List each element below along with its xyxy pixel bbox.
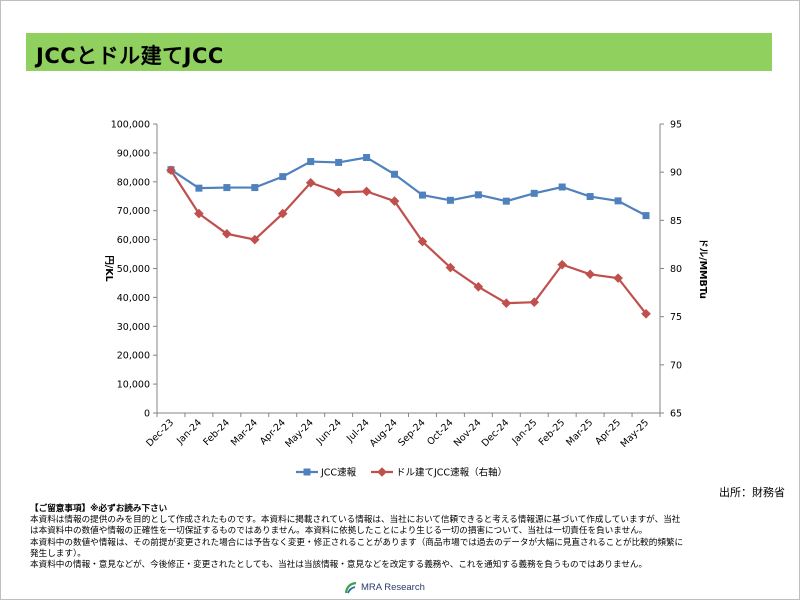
data-point-jcc	[474, 191, 482, 199]
x-tick-label: Nov-24	[452, 417, 484, 449]
data-point-usd-jcc	[417, 236, 428, 247]
data-point-usd-jcc	[222, 229, 232, 239]
data-point-usd-jcc	[529, 297, 540, 308]
y-tick-label-right: 75	[670, 312, 682, 323]
y-tick-label-left: 80,000	[117, 177, 150, 188]
data-point-usd-jcc	[277, 208, 288, 219]
x-tick-label: Sep-24	[396, 417, 427, 448]
disclaimer-line: は本資料中の数値や情報の正確性を一切保証するものではありません。本資料に依拠した…	[30, 526, 648, 537]
x-tick-label: Mar-25	[564, 417, 595, 448]
data-point-usd-jcc	[389, 196, 400, 206]
data-point-usd-jcc	[445, 262, 456, 273]
data-point-jcc	[223, 184, 231, 192]
data-point-usd-jcc	[501, 298, 512, 308]
x-tick-label: Feb-25	[537, 417, 568, 448]
y-tick-label-left: 40,000	[117, 293, 150, 304]
disclaimer-line: 本資料中の情報・意見などが、今後修正・変更されたとしても、当社は当該情報・意見な…	[30, 560, 648, 571]
x-tick-label: Dec-24	[480, 417, 512, 449]
data-point-jcc	[446, 196, 454, 204]
data-point-usd-jcc	[641, 308, 651, 319]
x-tick-label: Aug-24	[368, 417, 400, 449]
disclaimer-heading: 【ご留意事項】※必ずお読み下さい	[30, 504, 168, 514]
data-point-jcc	[307, 158, 315, 166]
data-point-jcc	[251, 184, 259, 192]
y-tick-label-left: 20,000	[117, 351, 150, 362]
disclaimer: 【ご留意事項】※必ずお読み下さい 本資料は情報の提供のみを目的として作成されたも…	[30, 504, 770, 571]
data-point-jcc	[391, 170, 399, 178]
x-tick-label: Jan-24	[174, 417, 204, 447]
company-logo: MRA Research	[343, 580, 425, 598]
data-point-jcc	[502, 197, 510, 205]
data-point-jcc	[195, 184, 203, 192]
y-tick-label-right: 70	[670, 360, 682, 371]
data-point-usd-jcc	[194, 208, 204, 219]
y-axis-title-right: ドル/MMBTu	[697, 238, 708, 299]
data-point-jcc	[335, 158, 343, 166]
legend-label: ドル建てJCC速報（右軸）	[396, 467, 507, 479]
data-point-usd-jcc	[361, 186, 372, 197]
y-tick-label-right: 85	[670, 216, 682, 227]
disclaimer-line: 本資料中の数値や情報は、その前提が変更された場合には予告なく変更・修正されること…	[30, 537, 684, 548]
data-point-jcc	[279, 173, 287, 181]
legend-label: JCC速報	[320, 468, 357, 479]
data-point-jcc	[642, 212, 650, 220]
series-line	[170, 169, 647, 315]
data-point-jcc	[586, 193, 594, 201]
data-point-jcc	[418, 191, 426, 199]
data-point-usd-jcc	[166, 165, 176, 176]
page-title: JCCとドル建てJCC	[36, 44, 224, 68]
y-tick-label-left: 90,000	[117, 148, 150, 159]
y-tick-label-right: 65	[670, 409, 682, 420]
title-bar: JCCとドル建てJCC	[26, 33, 772, 71]
data-point-jcc	[530, 189, 538, 197]
y-tick-label-right: 95	[670, 120, 682, 131]
series-line	[170, 156, 647, 217]
data-point-usd-jcc	[250, 234, 260, 245]
data-point-jcc	[363, 154, 371, 162]
x-tick-label: Dec-23	[144, 417, 176, 449]
y-axis-title-left: 円/KL	[103, 255, 114, 281]
y-tick-label-left: 70,000	[117, 206, 150, 217]
data-point-jcc	[614, 197, 622, 205]
x-tick-label: Mar-24	[229, 417, 260, 448]
y-tick-label-left: 50,000	[117, 264, 150, 275]
data-point-usd-jcc	[585, 269, 595, 280]
source-label: 出所：財務省	[719, 486, 785, 499]
data-point-jcc	[558, 183, 566, 191]
x-tick-label: May-25	[619, 417, 652, 450]
legend-marker	[303, 468, 311, 476]
data-point-usd-jcc	[333, 187, 344, 198]
x-tick-label: Oct-24	[425, 417, 455, 447]
disclaimer-line: 本資料は情報の提供のみを目的として作成されたものです。本資料に掲載されている情報…	[30, 515, 681, 526]
x-tick-label: Feb-24	[201, 417, 232, 448]
legend-marker	[377, 467, 387, 477]
logo-text: MRA Research	[361, 582, 425, 593]
x-tick-label: Jun-24	[314, 417, 344, 447]
y-tick-label-left: 30,000	[117, 322, 150, 333]
y-tick-label-left: 100,000	[111, 120, 150, 131]
x-tick-label: May-24	[283, 417, 316, 450]
data-point-usd-jcc	[473, 282, 484, 292]
y-tick-label-left: 60,000	[117, 235, 150, 246]
data-point-usd-jcc	[557, 259, 567, 270]
y-tick-label-right: 80	[670, 264, 682, 275]
y-tick-label-left: 0	[144, 409, 150, 420]
y-tick-label-left: 10,000	[117, 380, 150, 391]
data-point-usd-jcc	[305, 177, 316, 188]
disclaimer-line: 発生します）。	[30, 548, 86, 559]
data-point-usd-jcc	[613, 273, 623, 283]
x-tick-label: Jan-25	[510, 417, 540, 447]
chart: 0 10,000 20,000 30,000 40,000 50,000 60,000 70,…	[103, 120, 708, 479]
y-tick-label-right: 90	[670, 168, 682, 179]
logo-icon	[344, 581, 357, 594]
